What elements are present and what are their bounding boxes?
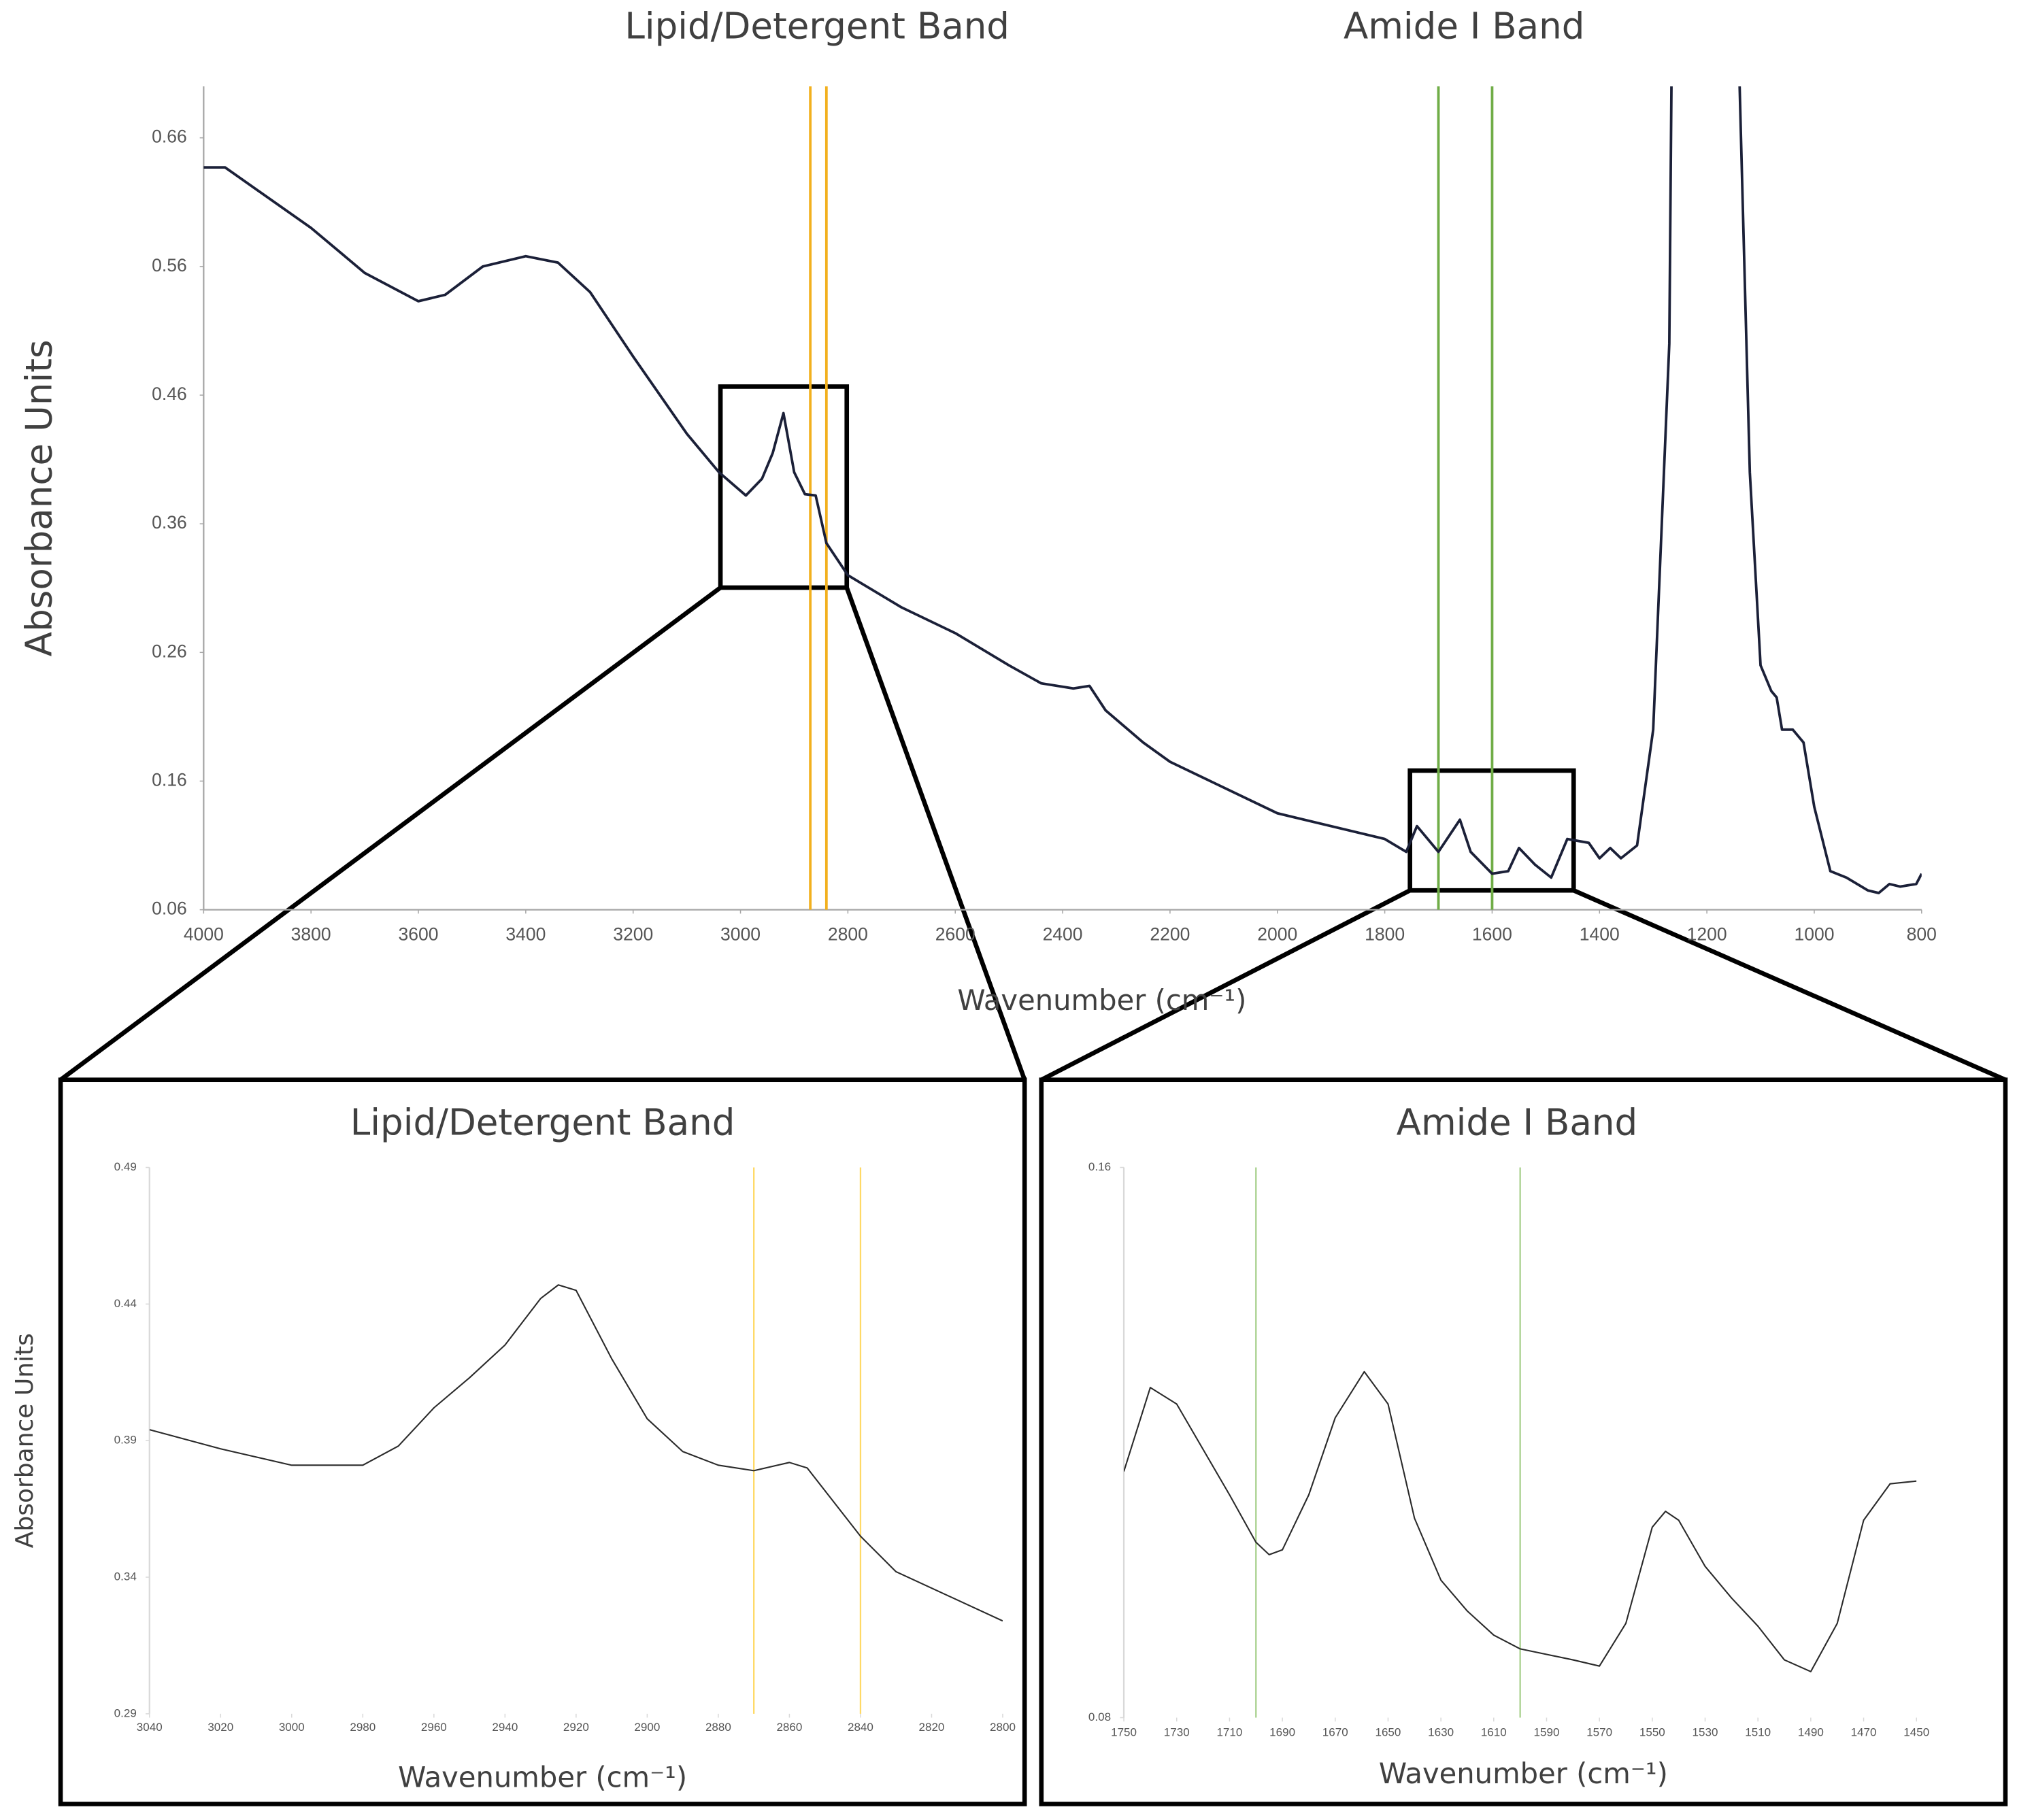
x-tick-label: 2800 <box>828 924 868 945</box>
x-tick-label: 3020 <box>207 1721 233 1734</box>
x-tick-label: 2200 <box>1150 924 1190 945</box>
x-axis-label: Wavenumber (cm⁻¹) <box>957 983 1246 1017</box>
zoom-connector <box>844 586 1027 1081</box>
x-tick-label: 2880 <box>705 1721 731 1734</box>
x-tick-label: 3000 <box>279 1721 305 1734</box>
x-tick-label: 1610 <box>1481 1726 1507 1739</box>
y-tick-label: 0.34 <box>114 1570 137 1583</box>
x-tick-label: 1470 <box>1851 1726 1877 1739</box>
x-tick-label: 1450 <box>1903 1726 1929 1739</box>
x-tick-label: 2600 <box>935 924 976 945</box>
spectrum-line <box>149 1284 1003 1622</box>
y-tick-label: 0.56 <box>152 255 187 275</box>
band-annotation: Lipid/Detergent Band <box>624 5 1010 47</box>
x-tick-label: 1550 <box>1639 1726 1665 1739</box>
x-tick-label: 1600 <box>1472 924 1512 945</box>
x-tick-label: 2400 <box>1043 924 1083 945</box>
x-tick-label: 1690 <box>1269 1726 1295 1739</box>
x-tick-label: 1510 <box>1745 1726 1771 1739</box>
y-tick-label: 0.16 <box>1088 1160 1111 1173</box>
y-tick-label: 0.26 <box>152 641 187 661</box>
y-tick-label: 0.16 <box>152 769 187 790</box>
x-tick-label: 3800 <box>291 924 331 945</box>
x-tick-label: 2920 <box>563 1721 589 1734</box>
x-tick-label: 1630 <box>1428 1726 1454 1739</box>
x-tick-label: 2800 <box>990 1721 1016 1734</box>
y-tick-label: 0.44 <box>114 1297 137 1310</box>
x-tick-label: 1730 <box>1164 1726 1190 1739</box>
panel-frame <box>1039 1077 2008 1806</box>
zoom-connector <box>1040 888 1412 1082</box>
x-tick-label: 2980 <box>350 1721 376 1734</box>
x-axis-label: Wavenumber (cm⁻¹) <box>1379 1757 1668 1790</box>
x-tick-label: 2860 <box>776 1721 802 1734</box>
band-annotation: Amide I Band <box>1344 5 1584 47</box>
x-tick-label: 1750 <box>1111 1726 1137 1739</box>
chart-title: Amide I Band <box>1397 1102 1637 1144</box>
y-tick-label: 0.08 <box>1088 1711 1111 1723</box>
spectrum-line <box>203 86 1922 894</box>
x-tick-label: 2940 <box>492 1721 518 1734</box>
y-tick-label: 0.36 <box>152 512 187 533</box>
x-tick-label: 2960 <box>421 1721 447 1734</box>
x-tick-label: 1490 <box>1798 1726 1824 1739</box>
y-tick-label: 0.29 <box>114 1706 137 1719</box>
y-tick-label: 0.46 <box>152 384 187 404</box>
x-tick-label: 3000 <box>720 924 761 945</box>
x-tick-label: 2000 <box>1257 924 1297 945</box>
y-tick-label: 0.06 <box>152 898 187 919</box>
y-tick-label: 0.39 <box>114 1434 137 1447</box>
x-tick-label: 2840 <box>848 1721 873 1734</box>
x-tick-label: 1000 <box>1794 924 1834 945</box>
x-tick-label: 1400 <box>1580 924 1620 945</box>
y-axis-label: Absorbance Units <box>18 339 60 656</box>
x-tick-label: 1590 <box>1534 1726 1560 1739</box>
y-tick-label: 0.66 <box>152 127 187 147</box>
x-tick-label: 3200 <box>613 924 653 945</box>
x-tick-label: 1800 <box>1365 924 1405 945</box>
x-tick-label: 3040 <box>137 1721 163 1734</box>
x-tick-label: 3600 <box>399 924 439 945</box>
x-tick-label: 800 <box>1907 924 1937 945</box>
x-tick-label: 1530 <box>1693 1726 1718 1739</box>
chart-title: Lipid/Detergent Band <box>350 1102 735 1144</box>
x-tick-label: 1710 <box>1216 1726 1242 1739</box>
x-tick-label: 4000 <box>184 924 224 945</box>
x-tick-label: 1200 <box>1687 924 1727 945</box>
x-tick-label: 2900 <box>634 1721 660 1734</box>
y-axis-label: Absorbance Units <box>11 1333 39 1548</box>
y-tick-label: 0.49 <box>114 1160 137 1173</box>
spectrum-line <box>1124 1370 1917 1672</box>
zoom-connector <box>1572 888 2007 1082</box>
zoom-box <box>718 384 850 590</box>
x-tick-label: 1670 <box>1322 1726 1348 1739</box>
x-tick-label: 1650 <box>1375 1726 1401 1739</box>
x-axis-label: Wavenumber (cm⁻¹) <box>398 1760 687 1793</box>
x-tick-label: 2820 <box>918 1721 944 1734</box>
x-tick-label: 1570 <box>1586 1726 1612 1739</box>
zoom-guides <box>58 384 2008 1806</box>
x-tick-label: 3400 <box>505 924 546 945</box>
zoom-connector <box>59 586 722 1082</box>
panel-frame <box>58 1077 1027 1806</box>
